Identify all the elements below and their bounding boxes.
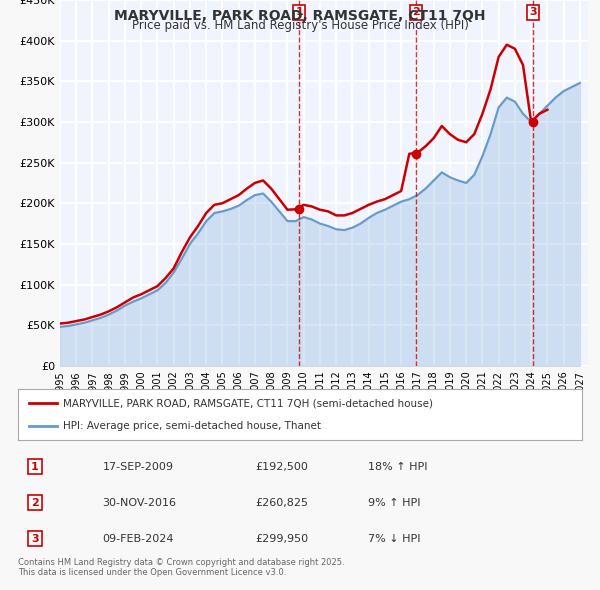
Text: Price paid vs. HM Land Registry's House Price Index (HPI): Price paid vs. HM Land Registry's House … [131,19,469,32]
Text: 2: 2 [412,7,420,17]
Text: 09-FEB-2024: 09-FEB-2024 [103,533,174,543]
Text: HPI: Average price, semi-detached house, Thanet: HPI: Average price, semi-detached house,… [63,421,321,431]
Text: £192,500: £192,500 [255,461,308,471]
Text: Contains HM Land Registry data © Crown copyright and database right 2025.
This d: Contains HM Land Registry data © Crown c… [18,558,344,577]
Text: 1: 1 [31,461,39,471]
Text: 3: 3 [31,533,39,543]
Text: 17-SEP-2009: 17-SEP-2009 [103,461,173,471]
Text: MARYVILLE, PARK ROAD, RAMSGATE, CT11 7QH (semi-detached house): MARYVILLE, PARK ROAD, RAMSGATE, CT11 7QH… [63,398,433,408]
Text: 18% ↑ HPI: 18% ↑ HPI [368,461,427,471]
Text: 2: 2 [31,497,39,507]
Text: £299,950: £299,950 [255,533,308,543]
Text: 3: 3 [529,7,536,17]
Text: MARYVILLE, PARK ROAD, RAMSGATE, CT11 7QH: MARYVILLE, PARK ROAD, RAMSGATE, CT11 7QH [114,9,486,23]
Text: 7% ↓ HPI: 7% ↓ HPI [368,533,420,543]
Text: 1: 1 [295,7,303,17]
Text: £260,825: £260,825 [255,497,308,507]
Text: 9% ↑ HPI: 9% ↑ HPI [368,497,420,507]
Text: 30-NOV-2016: 30-NOV-2016 [103,497,176,507]
